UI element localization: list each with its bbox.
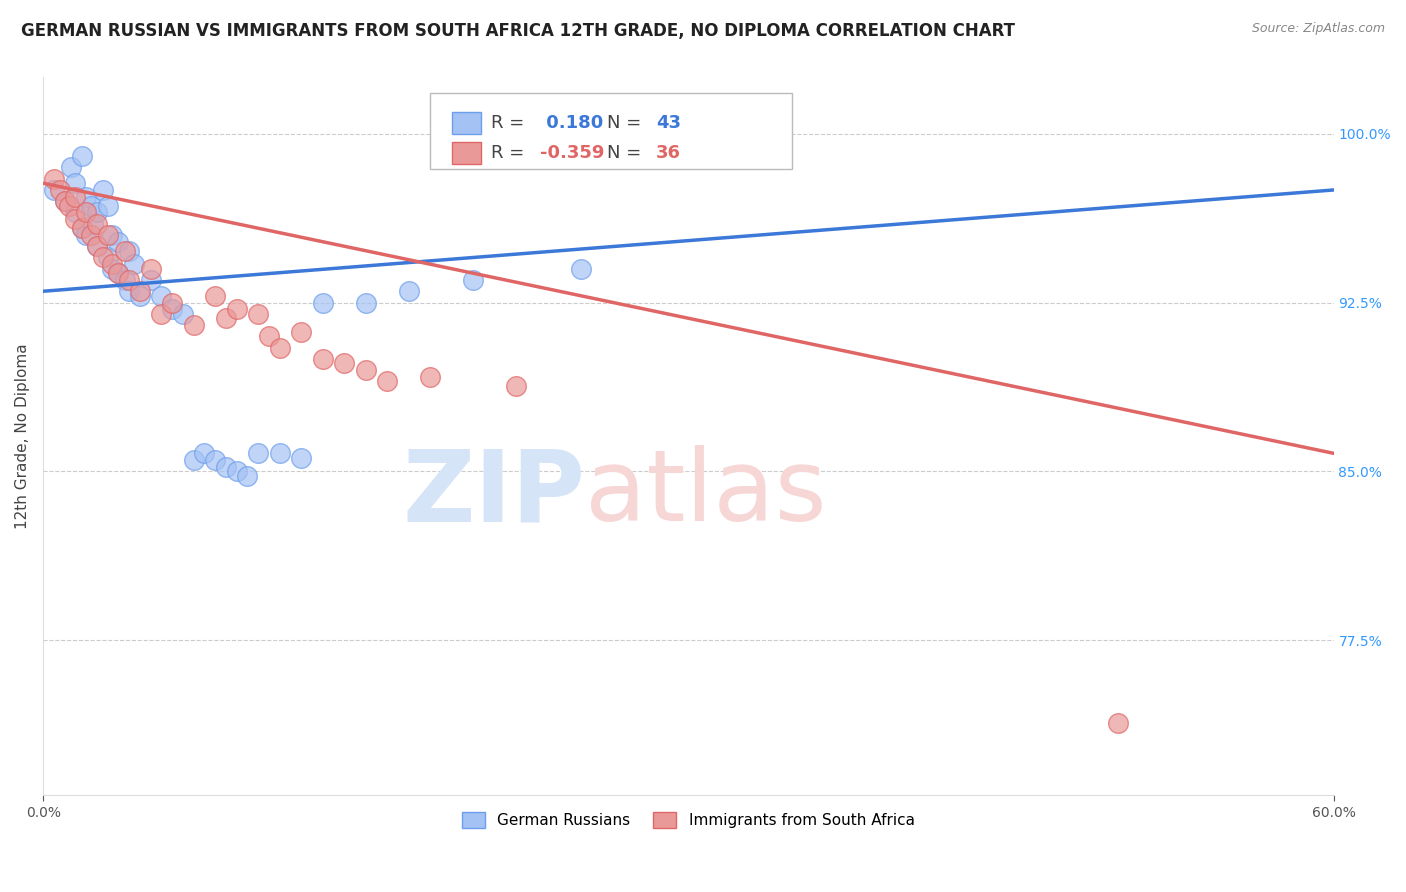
Point [257,329,280,343]
Point [101,261,124,276]
Point [97,227,120,242]
Y-axis label: 12th Grade, No Diploma: 12th Grade, No Diploma [15,343,30,529]
Point [129,285,152,299]
Point [122,257,145,271]
Text: R =: R = [491,114,530,132]
Point [269,341,291,355]
Point [398,285,420,299]
Point [354,363,377,377]
Point [150,307,173,321]
Point [42,171,65,186]
Point [129,289,152,303]
Point [247,446,270,460]
Point [107,235,129,249]
Point [150,289,173,303]
Point [97,251,120,265]
Point [114,244,136,258]
Point [65,212,87,227]
Point [65,205,87,219]
Point [65,190,87,204]
Point [75,190,97,204]
Point [290,450,312,465]
Point [215,311,238,326]
FancyBboxPatch shape [453,112,481,134]
Point [236,468,259,483]
Point [70,221,93,235]
Point [93,251,115,265]
Text: Source: ZipAtlas.com: Source: ZipAtlas.com [1251,22,1385,36]
Point [225,302,247,317]
Point [1107,716,1129,731]
Point [118,285,141,299]
Point [333,356,356,370]
Point [93,183,115,197]
Point [75,205,97,219]
Point [101,257,124,271]
Point [225,464,247,478]
Point [139,261,162,276]
Text: R =: R = [491,144,530,161]
Point [79,227,101,242]
Point [49,183,72,197]
Point [312,351,335,366]
Point [58,199,80,213]
Point [65,176,87,190]
FancyBboxPatch shape [453,142,481,163]
Point [53,194,76,209]
Point [70,149,93,163]
Point [79,199,101,213]
Point [75,227,97,242]
Text: ZIP: ZIP [402,445,585,542]
Point [139,273,162,287]
Point [60,161,83,175]
Point [97,199,120,213]
Point [86,239,108,253]
Point [86,205,108,219]
Point [114,273,136,287]
Point [569,261,592,276]
Text: atlas: atlas [585,445,827,542]
Point [42,183,65,197]
Point [86,239,108,253]
Point [107,266,129,280]
Point [118,273,141,287]
Point [375,374,398,388]
Point [183,453,205,467]
Point [160,302,183,317]
Point [215,459,238,474]
Point [53,194,76,209]
Point [160,295,183,310]
Point [290,325,312,339]
Point [82,217,104,231]
Text: GERMAN RUSSIAN VS IMMIGRANTS FROM SOUTH AFRICA 12TH GRADE, NO DIPLOMA CORRELATIO: GERMAN RUSSIAN VS IMMIGRANTS FROM SOUTH … [21,22,1015,40]
Point [312,295,335,310]
Point [193,446,215,460]
Point [70,221,93,235]
Point [247,307,270,321]
Point [101,227,124,242]
Point [204,453,226,467]
Point [86,217,108,231]
Point [419,369,441,384]
Point [269,446,291,460]
Point [183,318,205,332]
Text: N =: N = [607,144,647,161]
Legend: German Russians, Immigrants from South Africa: German Russians, Immigrants from South A… [456,806,921,834]
Point [204,289,226,303]
Point [505,378,527,392]
Point [118,244,141,258]
Point [172,307,194,321]
Point [354,295,377,310]
Text: N =: N = [607,114,647,132]
Text: 36: 36 [657,144,681,161]
Text: -0.359: -0.359 [540,144,605,161]
Point [463,273,485,287]
Text: 43: 43 [657,114,681,132]
FancyBboxPatch shape [430,94,792,169]
Text: 0.180: 0.180 [540,114,603,132]
Point [107,266,129,280]
